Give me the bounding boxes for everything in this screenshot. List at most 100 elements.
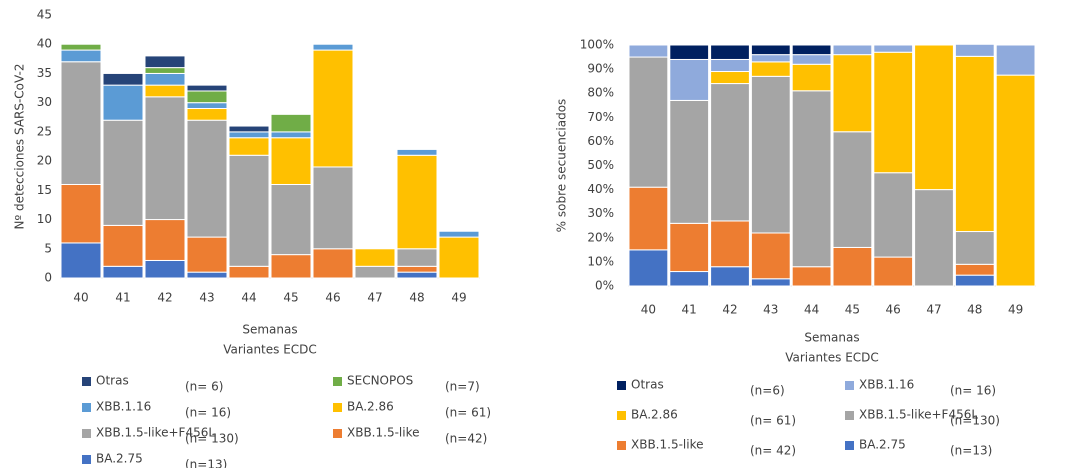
legend-label: XBB.1.5-like+F456L: [96, 426, 215, 440]
legend-label: BA.2.75: [859, 438, 906, 452]
bar-segment: [669, 222, 710, 273]
bar-segment: [791, 90, 832, 268]
bar-segment: [710, 220, 750, 268]
bar-segment: [669, 44, 710, 60]
x-tick-label: 40: [641, 303, 656, 317]
bar-segment: [914, 189, 954, 287]
y-tick-label: 25: [37, 124, 52, 138]
y-tick-label: 30%: [587, 206, 614, 220]
bar-segment: [750, 75, 791, 234]
bar-segment: [144, 72, 186, 86]
bar-segment: [710, 266, 750, 287]
bar-segment: [396, 248, 438, 267]
bar-segment: [710, 83, 750, 222]
x-tick-label: 42: [157, 291, 172, 305]
bar-segment: [750, 278, 791, 287]
legend-swatch: [333, 377, 342, 386]
bar-segment: [144, 67, 186, 74]
bar-segment: [438, 230, 480, 238]
legend-label: XBB.1.16: [859, 378, 914, 392]
bar-segment: [186, 90, 228, 104]
bar-segment: [354, 265, 396, 279]
y-tick-label: 40%: [587, 182, 614, 196]
legend-label: BA.2.86: [631, 408, 678, 422]
legend-label: SECNOPOS: [347, 374, 413, 388]
bar-segment: [270, 183, 312, 256]
x-tick-label: 48: [409, 291, 424, 305]
x-tick-label: 46: [886, 303, 901, 317]
legend-count: (n=13): [950, 444, 992, 458]
bar-segment: [750, 61, 791, 77]
bar-segment: [60, 61, 102, 185]
y-tick-label: 30: [37, 95, 52, 109]
bar-segment: [628, 249, 669, 287]
x-tick-label: 46: [325, 291, 340, 305]
legend-count: (n= 16): [185, 406, 231, 420]
legend-label: BA.2.75: [96, 452, 143, 466]
bar-segment: [102, 119, 144, 226]
bar-segment: [954, 274, 995, 287]
bar-segment: [710, 71, 750, 85]
y-tick-label: 50%: [587, 158, 614, 172]
legend-swatch: [617, 441, 626, 450]
legend-count: (n=130): [950, 414, 1000, 428]
bar-segment: [312, 49, 354, 168]
bar-segment: [832, 54, 873, 133]
x-tick-label: 45: [283, 291, 298, 305]
legend-swatch: [845, 381, 854, 390]
bar-segment: [791, 44, 832, 56]
bar-segment: [102, 265, 144, 279]
x-tick-label: 47: [367, 291, 382, 305]
bar-segment: [186, 271, 228, 279]
bar-segment: [186, 84, 228, 92]
bar-segment: [144, 259, 186, 279]
legend-count: (n= 130): [185, 432, 239, 446]
bar-segment: [228, 131, 270, 139]
legend-count: (n= 61): [445, 406, 491, 420]
y-tick-label: 15: [37, 183, 52, 197]
bar-segment: [60, 43, 102, 51]
bar-segment: [750, 232, 791, 280]
bar-segment: [832, 246, 873, 287]
legend-count: (n=42): [445, 432, 487, 446]
legend-label: BA.2.86: [347, 400, 394, 414]
bar-segment: [102, 224, 144, 267]
bar-segment: [144, 84, 186, 98]
bar-segment: [354, 248, 396, 267]
bar-segment: [791, 54, 832, 65]
bar-segment: [60, 49, 102, 63]
legend-count: (n= 61): [750, 414, 796, 428]
x-tick-label: 44: [804, 303, 819, 317]
bar-segment: [954, 43, 995, 57]
bar-segment: [396, 148, 438, 156]
y-tick-label: 20: [37, 154, 52, 168]
y-tick-label: 35: [37, 66, 52, 80]
x-tick-label: 41: [115, 291, 130, 305]
legend-swatch: [333, 429, 342, 438]
bar-segment: [954, 55, 995, 233]
x-tick-label: 49: [1008, 303, 1023, 317]
legend-count: (n= 16): [950, 384, 996, 398]
y-tick-label: 0: [44, 271, 52, 285]
bar-segment: [669, 99, 710, 224]
bar-segment: [873, 51, 914, 174]
legend-count: (n=13): [185, 458, 227, 469]
x-axis-title: Semanas: [804, 331, 859, 345]
bar-segment: [710, 44, 750, 60]
legend-swatch: [82, 455, 91, 464]
x-tick-label: 44: [241, 291, 256, 305]
bar-segment: [186, 108, 228, 121]
bar-segment: [954, 231, 995, 265]
bar-segment: [995, 44, 1036, 76]
bar-segment: [791, 63, 832, 92]
bar-segment: [228, 125, 270, 133]
bar-segment: [144, 96, 186, 221]
x-tick-label: 48: [967, 303, 982, 317]
bar-segment: [396, 271, 438, 279]
bar-segment: [186, 119, 228, 238]
bar-segment: [312, 166, 354, 250]
x-tick-label: 41: [682, 303, 697, 317]
legend-label: XBB.1.5-like: [631, 438, 704, 452]
legend-label: XBB.1.5-like: [347, 426, 420, 440]
bar-segment: [312, 248, 354, 279]
